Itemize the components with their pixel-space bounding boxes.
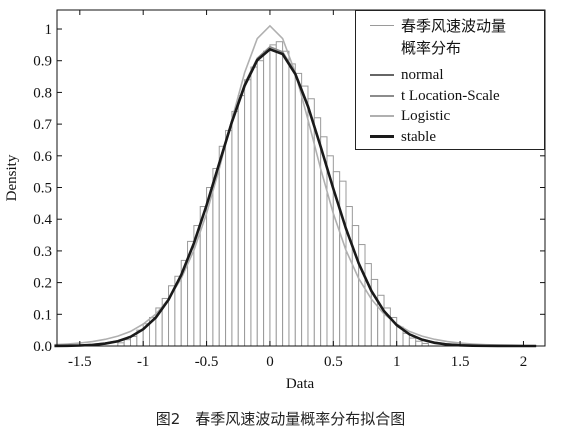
x-tick-label: -1.5 bbox=[68, 354, 92, 370]
histogram-bar bbox=[415, 340, 423, 347]
y-tick-label: 0.3 bbox=[33, 244, 52, 260]
legend-label: normal bbox=[401, 67, 444, 83]
x-tick-label: -1 bbox=[137, 354, 150, 370]
legend-swatch bbox=[370, 94, 394, 97]
legend-label: 春季风速波动量概率分布 bbox=[401, 17, 507, 57]
y-tick-label: 0.9 bbox=[33, 54, 52, 70]
y-tick-label: 0.1 bbox=[33, 307, 52, 323]
y-tick-label: 0.2 bbox=[33, 276, 52, 292]
histogram-bar bbox=[294, 72, 303, 347]
histogram-bar bbox=[263, 50, 271, 347]
x-tick-label: 0.5 bbox=[324, 354, 343, 370]
legend-swatch bbox=[370, 115, 394, 117]
histogram-bar bbox=[402, 332, 410, 347]
y-axis-label: Density bbox=[4, 154, 20, 201]
histogram-bar bbox=[256, 60, 265, 347]
caption: 图2 春季风速波动量概率分布拟合图 bbox=[155, 410, 406, 428]
legend-label: Logistic bbox=[401, 108, 451, 124]
histogram-bar bbox=[123, 339, 132, 347]
histogram-bar bbox=[218, 145, 227, 347]
histogram-bar bbox=[275, 41, 284, 347]
histogram-bar bbox=[339, 180, 347, 347]
histogram-bar bbox=[231, 110, 239, 347]
y-tick-label: 0.0 bbox=[33, 339, 52, 355]
legend-swatch bbox=[370, 74, 394, 76]
histogram-bar bbox=[237, 95, 246, 347]
chart: Data Density 0.0 0.1 0.2 0.3 0.4 0.5 0.6 0.7 0.8… bbox=[4, 9, 546, 392]
histogram-bar bbox=[244, 79, 252, 347]
x-tick-label: 2 bbox=[520, 354, 528, 370]
histogram-bar bbox=[370, 278, 379, 347]
y-tick-label: 0.4 bbox=[33, 212, 52, 228]
legend-swatch bbox=[370, 135, 394, 138]
x-axis-label: Data bbox=[286, 376, 315, 392]
histogram-bar bbox=[307, 98, 315, 347]
histogram-bar bbox=[269, 44, 277, 347]
legend-label: stable bbox=[401, 128, 436, 145]
histogram-bar bbox=[364, 263, 372, 347]
x-tick-label: 1 bbox=[393, 354, 401, 370]
histogram-bar bbox=[408, 337, 417, 347]
histogram-bar bbox=[288, 63, 296, 347]
y-tick-label: 1 bbox=[45, 22, 53, 38]
legend-swatch bbox=[370, 24, 394, 26]
legend-label: t Location-Scale bbox=[401, 87, 500, 104]
x-tick-label: -0.5 bbox=[195, 354, 219, 370]
histogram-bar bbox=[225, 129, 233, 347]
x-tick-label: 0 bbox=[266, 354, 274, 370]
y-tick-label: 0.6 bbox=[33, 149, 52, 165]
histogram-bar bbox=[250, 66, 258, 347]
y-tick-label: 0.7 bbox=[33, 117, 52, 133]
histogram-bar bbox=[301, 85, 309, 347]
histogram-bar bbox=[313, 117, 322, 347]
plot-frame bbox=[56, 9, 546, 347]
y-tick-label: 0.8 bbox=[33, 85, 52, 101]
legend: 春季风速波动量概率分布 normal t Location-Scale Logisti… bbox=[355, 10, 545, 150]
histogram-bar bbox=[130, 335, 138, 347]
histogram-bar bbox=[358, 244, 366, 347]
histogram-bar bbox=[212, 167, 220, 347]
histogram-bar bbox=[282, 50, 290, 347]
curve bbox=[54, 47, 537, 348]
y-tick-label: 0.5 bbox=[33, 181, 52, 197]
x-tick-label: 1.5 bbox=[451, 354, 470, 370]
histogram-bar bbox=[351, 225, 360, 347]
